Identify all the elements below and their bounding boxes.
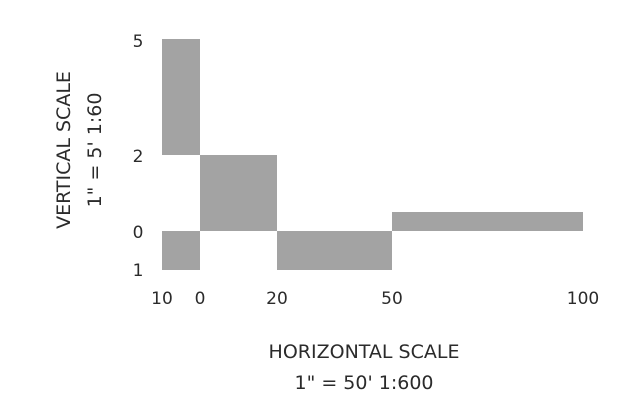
scale-blocks — [162, 39, 583, 270]
vertical-tick-0: 0 — [133, 223, 144, 243]
vertical-scale-title: VERTICAL SCALE — [53, 71, 75, 229]
scale-block-4 — [277, 231, 392, 270]
horizontal-tick-50: 50 — [381, 289, 403, 309]
horizontal-tick-20: 20 — [266, 289, 288, 309]
vertical-tick-1: 1 — [133, 261, 144, 281]
horizontal-tick-labels: 10 0 20 50 100 — [151, 289, 599, 309]
horizontal-scale-title: HORIZONTAL SCALE — [269, 341, 460, 363]
vertical-scale-ratio: 1" = 5' 1:60 — [84, 93, 106, 208]
scale-block-2 — [162, 231, 200, 270]
vertical-tick-2: 2 — [133, 147, 144, 167]
horizontal-scale-ratio: 1" = 50' 1:600 — [294, 372, 433, 393]
horizontal-tick-100: 100 — [567, 289, 599, 309]
vertical-tick-5: 5 — [133, 32, 144, 52]
scale-block-1 — [162, 39, 200, 155]
vertical-scale-caption: VERTICAL SCALE 1" = 5' 1:60 — [53, 71, 106, 229]
vertical-tick-labels: 5 2 0 1 — [133, 32, 144, 281]
horizontal-scale-caption: HORIZONTAL SCALE 1" = 50' 1:600 — [269, 341, 460, 393]
horizontal-tick-0: 0 — [195, 289, 206, 309]
scale-block-5 — [392, 212, 583, 231]
scale-block-3 — [200, 155, 277, 231]
horizontal-tick-10: 10 — [151, 289, 173, 309]
